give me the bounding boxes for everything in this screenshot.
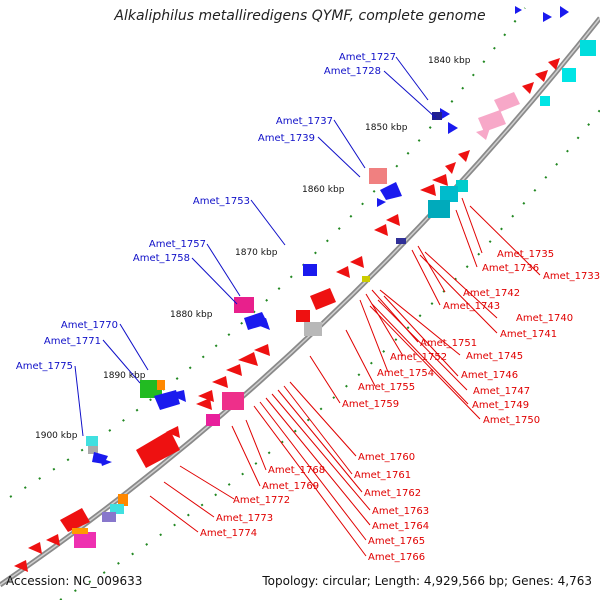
label-amet-1765: Amet_1765 [368, 536, 425, 547]
label-amet-1753: Amet_1753 [193, 196, 250, 207]
label-amet-1754: Amet_1754 [377, 368, 434, 379]
label-amet-1733: Amet_1733 [543, 271, 600, 282]
scale-label-1880: 1880 kbp [170, 310, 213, 320]
label-amet-1736: Amet_1736 [482, 263, 539, 274]
label-amet-1762: Amet_1762 [364, 488, 421, 499]
scale-label-1860: 1860 kbp [302, 185, 345, 195]
label-amet-1741: Amet_1741 [500, 329, 557, 340]
inner-labels: Amet_1735 Amet_1736 Amet_1733 Amet_1742 … [200, 249, 600, 563]
label-amet-1747: Amet_1747 [473, 386, 530, 397]
genome-summary-text: Topology: circular; Length: 4,929,566 bp… [262, 574, 592, 588]
label-amet-1770: Amet_1770 [61, 320, 118, 331]
scale-labels: 1840 kbp 1850 kbp 1860 kbp 1870 kbp 1880… [35, 56, 471, 441]
label-amet-1758: Amet_1758 [133, 253, 190, 264]
label-amet-1750: Amet_1750 [483, 415, 540, 426]
scale-label-1890: 1890 kbp [103, 371, 146, 381]
scale-label-1840: 1840 kbp [428, 56, 471, 66]
outer-genes [86, 6, 596, 466]
label-amet-1749: Amet_1749 [472, 400, 529, 411]
outer-labels: Amet_1727 Amet_1728 Amet_1737 Amet_1739 … [16, 52, 396, 372]
label-amet-1745: Amet_1745 [466, 351, 523, 362]
label-amet-1755: Amet_1755 [358, 382, 415, 393]
label-amet-1775: Amet_1775 [16, 361, 73, 372]
inner-genes [14, 58, 576, 572]
label-amet-1774: Amet_1774 [200, 528, 257, 539]
label-amet-1740: Amet_1740 [516, 313, 573, 324]
label-amet-1746: Amet_1746 [461, 370, 518, 381]
label-amet-1728: Amet_1728 [324, 66, 381, 77]
label-amet-1769: Amet_1769 [262, 481, 319, 492]
label-amet-1773: Amet_1773 [216, 513, 273, 524]
inner-leader-lines [149, 197, 541, 557]
label-amet-1742: Amet_1742 [463, 288, 520, 299]
scale-label-1900: 1900 kbp [35, 431, 78, 441]
label-amet-1771: Amet_1771 [44, 336, 101, 347]
label-amet-1760: Amet_1760 [358, 452, 415, 463]
label-amet-1752: Amet_1752 [390, 352, 447, 363]
label-amet-1761: Amet_1761 [354, 470, 411, 481]
label-amet-1751: Amet_1751 [420, 338, 477, 349]
label-amet-1739: Amet_1739 [258, 133, 315, 144]
scale-label-1870: 1870 kbp [235, 248, 278, 258]
label-amet-1759: Amet_1759 [342, 399, 399, 410]
label-amet-1737: Amet_1737 [276, 116, 333, 127]
label-amet-1735: Amet_1735 [497, 249, 554, 260]
scale-label-1850: 1850 kbp [365, 123, 408, 133]
label-amet-1763: Amet_1763 [372, 506, 429, 517]
label-amet-1727: Amet_1727 [339, 52, 396, 63]
outer-leader-lines [74, 56, 437, 437]
label-amet-1757: Amet_1757 [149, 239, 206, 250]
accession-text: Accession: NC_009633 [6, 574, 143, 588]
label-amet-1768: Amet_1768 [268, 465, 325, 476]
label-amet-1764: Amet_1764 [372, 521, 429, 532]
label-amet-1766: Amet_1766 [368, 552, 425, 563]
label-amet-1772: Amet_1772 [233, 495, 290, 506]
label-amet-1743: Amet_1743 [443, 301, 500, 312]
map-title: Alkaliphilus metalliredigens QYMF, compl… [114, 8, 486, 24]
